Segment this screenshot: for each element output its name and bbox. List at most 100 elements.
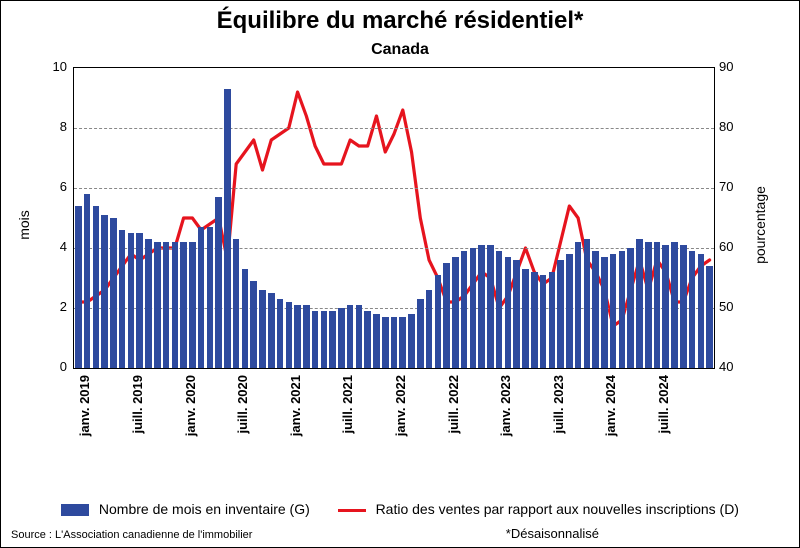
bar: [189, 242, 196, 368]
gridline: [74, 128, 714, 129]
y-left-tick: 0: [39, 359, 67, 374]
legend-swatch-bar: [61, 504, 89, 516]
chart-title: Équilibre du marché résidentiel*: [1, 7, 799, 35]
bar: [645, 242, 652, 368]
x-tick-label: juill. 2019: [130, 375, 145, 475]
bar: [654, 242, 661, 368]
x-tick-label: juill. 2022: [446, 375, 461, 475]
x-tick-label: juill. 2023: [551, 375, 566, 475]
x-tick-label: janv. 2022: [393, 375, 408, 475]
legend-line-label: Ratio des ventes par rapport aux nouvell…: [376, 501, 739, 517]
bar: [224, 89, 231, 368]
bar: [636, 239, 643, 368]
y-left-tick: 6: [39, 179, 67, 194]
bar: [154, 242, 161, 368]
bar: [338, 308, 345, 368]
bar: [382, 317, 389, 368]
bar: [163, 242, 170, 368]
bar: [435, 275, 442, 368]
bar: [294, 305, 301, 368]
bar: [505, 257, 512, 368]
x-tick-label: janv. 2019: [77, 375, 92, 475]
bar: [373, 314, 380, 368]
bar: [426, 290, 433, 368]
bar: [601, 257, 608, 368]
bar: [268, 293, 275, 368]
bar: [671, 242, 678, 368]
bar: [549, 272, 556, 368]
bar: [443, 263, 450, 368]
bar: [399, 317, 406, 368]
bar: [592, 251, 599, 368]
bar: [286, 302, 293, 368]
y-right-tick: 70: [719, 179, 733, 194]
bar: [277, 299, 284, 368]
x-tick-label: janv. 2024: [603, 375, 618, 475]
bar: [312, 311, 319, 368]
bar: [513, 260, 520, 368]
y-right-tick: 40: [719, 359, 733, 374]
bar: [540, 275, 547, 368]
bar: [461, 251, 468, 368]
y-left-tick: 10: [39, 59, 67, 74]
source-text: Source : L'Association canadienne de l'i…: [11, 529, 252, 541]
x-tick-label: janv. 2023: [498, 375, 513, 475]
bar: [452, 257, 459, 368]
bar: [75, 206, 82, 368]
bar: [470, 248, 477, 368]
bar: [706, 266, 713, 368]
y-right-tick: 90: [719, 59, 733, 74]
x-tick-label: juill. 2021: [340, 375, 355, 475]
bar: [303, 305, 310, 368]
bar: [391, 317, 398, 368]
y-right-tick: 80: [719, 119, 733, 134]
x-tick-label: juill. 2020: [235, 375, 250, 475]
bar: [698, 254, 705, 368]
chart-subtitle: Canada: [1, 41, 799, 59]
bar: [627, 248, 634, 368]
x-tick-label: juill. 2024: [656, 375, 671, 475]
gridline: [74, 248, 714, 249]
bar: [680, 245, 687, 368]
gridline: [74, 188, 714, 189]
bar: [242, 269, 249, 368]
bar: [619, 251, 626, 368]
plot-area: [73, 67, 715, 369]
bar: [417, 299, 424, 368]
legend-item-line: Ratio des ventes par rapport aux nouvell…: [338, 501, 739, 517]
y-left-tick: 2: [39, 299, 67, 314]
bar: [172, 242, 179, 368]
bar: [84, 194, 91, 368]
bar: [110, 218, 117, 368]
chart-container: Équilibre du marché résidentiel* Canada …: [0, 0, 800, 548]
bar: [250, 281, 257, 368]
legend: Nombre de mois en inventaire (G) Ratio d…: [1, 501, 799, 517]
legend-bar-label: Nombre de mois en inventaire (G): [99, 501, 310, 517]
bar: [478, 245, 485, 368]
bar: [347, 305, 354, 368]
bar: [557, 260, 564, 368]
bar: [119, 230, 126, 368]
bar: [233, 239, 240, 368]
note-text: *Désaisonnalisé: [506, 526, 599, 541]
bar: [487, 245, 494, 368]
bar: [136, 233, 143, 368]
bar: [198, 227, 205, 368]
y-right-tick: 60: [719, 239, 733, 254]
legend-item-bars: Nombre de mois en inventaire (G): [61, 501, 310, 517]
bar: [610, 254, 617, 368]
bar: [566, 254, 573, 368]
bar: [145, 239, 152, 368]
y-left-tick: 8: [39, 119, 67, 134]
bar: [356, 305, 363, 368]
bar: [522, 269, 529, 368]
bar: [531, 272, 538, 368]
y-left-axis-title: mois: [16, 210, 32, 240]
bar: [689, 251, 696, 368]
bar: [215, 197, 222, 368]
bar: [496, 251, 503, 368]
bar: [93, 206, 100, 368]
bar: [180, 242, 187, 368]
bar: [128, 233, 135, 368]
bar: [259, 290, 266, 368]
